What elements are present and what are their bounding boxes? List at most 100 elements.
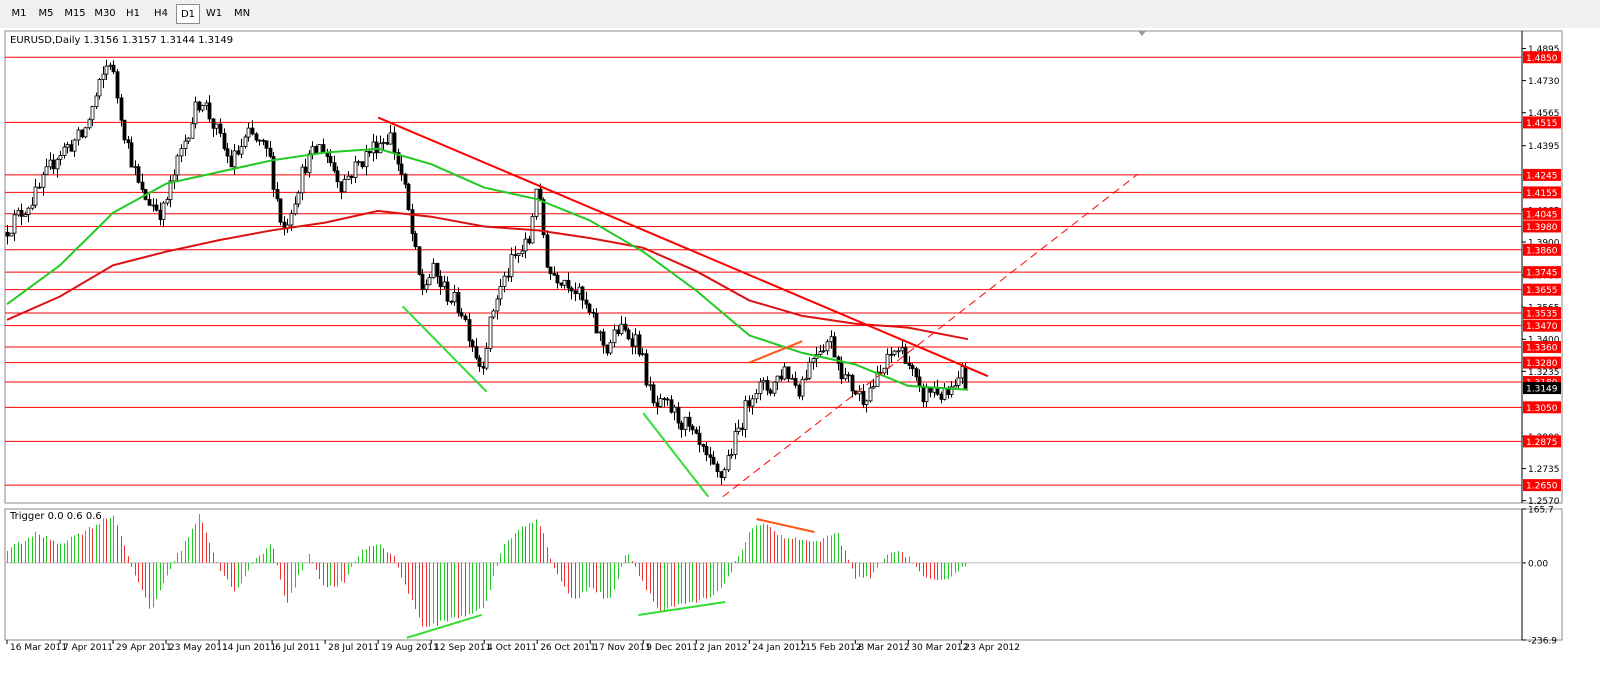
candle-body (857, 390, 862, 395)
candle-body (754, 393, 759, 400)
candle-body (424, 284, 429, 290)
candle-body (704, 446, 709, 456)
candle-body (317, 144, 322, 154)
candle-body (264, 140, 269, 149)
candle-body (747, 400, 752, 407)
timeframe-mn-button[interactable]: MN (233, 8, 251, 19)
candle-body (442, 281, 447, 288)
timeframe-w1-button[interactable]: W1 (205, 8, 223, 19)
level-label-box (1523, 186, 1561, 199)
candle-body (587, 303, 592, 313)
timeframe-d1-button[interactable]: D1 (176, 4, 200, 24)
candle-body (722, 469, 727, 478)
candle-body (12, 214, 17, 234)
candle-body (449, 300, 454, 303)
candle-body (470, 340, 475, 347)
candle-body (900, 347, 905, 352)
candle-body (626, 329, 631, 340)
candle-body (545, 234, 550, 268)
candle-body (690, 425, 695, 431)
candle-body (711, 456, 716, 465)
candle-body (254, 133, 259, 141)
candle-body (882, 367, 887, 374)
candle-body (619, 323, 624, 335)
timeframe-h1-button[interactable]: H1 (126, 8, 140, 19)
candle-body (218, 123, 223, 134)
candle-body (33, 186, 38, 206)
candle-body (750, 398, 755, 407)
candle-body (427, 277, 432, 286)
price-chart[interactable]: 1.48951.47301.45651.43951.40651.39001.37… (0, 28, 1600, 677)
level-label: 1.3360 (1526, 344, 1558, 354)
candle-body (861, 390, 866, 405)
timeframe-m15-button[interactable]: M15 (64, 8, 86, 19)
candle-body (289, 213, 294, 226)
candle-body (498, 286, 503, 300)
candle-body (72, 139, 77, 152)
candle-body (942, 387, 947, 400)
x-tick-label: 19 Aug 2011 (381, 643, 439, 653)
chart-header: EURUSD,Daily 1.3156 1.3157 1.3144 1.3149 (10, 35, 233, 46)
candle-body (516, 253, 521, 256)
level-label-box (1523, 283, 1561, 296)
candle-body (129, 142, 134, 168)
timeframe-m30-button[interactable]: M30 (94, 8, 116, 19)
candle-body (569, 287, 574, 292)
candle-body (612, 329, 617, 344)
level-label: 1.4850 (1526, 54, 1558, 64)
candle-body (229, 155, 234, 168)
candle-body (104, 65, 109, 75)
divergence-line-green (401, 305, 488, 393)
y-tick-label: 1.4565 (1528, 109, 1560, 119)
candle-body (456, 292, 461, 314)
timeframe-h4-button[interactable]: H4 (154, 8, 168, 19)
candle-body (463, 315, 468, 320)
candle-body (133, 166, 138, 169)
candle-body (41, 174, 46, 188)
candle-body (601, 331, 606, 346)
candle-body (346, 175, 351, 180)
candle-body (388, 132, 393, 145)
candle-body (126, 139, 131, 144)
candle-body (58, 155, 63, 160)
candle-body (832, 336, 837, 358)
candle-body (16, 209, 21, 216)
candle-body (939, 393, 944, 400)
candle-body (921, 385, 926, 403)
candle-body (83, 127, 88, 138)
candle-body (268, 147, 273, 157)
current-price-label: 1.3149 (1526, 385, 1558, 395)
candle-body (821, 350, 826, 353)
indicator-y-tick-label: -236.9 (1528, 637, 1557, 647)
candle-body (758, 381, 763, 394)
timeframe-m1-button[interactable]: M1 (11, 8, 27, 19)
candle-body (374, 141, 379, 154)
level-label: 1.4515 (1526, 119, 1558, 129)
candle-body (644, 353, 649, 386)
candle-body (9, 232, 14, 237)
candle-body (484, 348, 489, 369)
x-tick-label: 6 Jul 2011 (275, 643, 320, 653)
timeframe-m5-button[interactable]: M5 (38, 8, 54, 19)
candle-body (956, 377, 961, 386)
ascending-dashed-trendline (722, 173, 1139, 498)
candle-body (555, 274, 560, 284)
candle-body (797, 384, 802, 397)
candle-body (147, 199, 152, 206)
candle-body (765, 380, 770, 391)
candle-body (385, 142, 390, 145)
candle-body (594, 313, 599, 334)
x-tick-label: 28 Jul 2011 (328, 643, 379, 653)
candle-body (584, 299, 589, 305)
candle-body (293, 203, 298, 215)
candle-body (790, 377, 795, 380)
candle-body (850, 374, 855, 392)
candle-body (477, 357, 482, 367)
candle-body (136, 166, 141, 183)
indicator-header: Trigger 0.0 0.6 0.6 (9, 511, 102, 522)
x-tick-label: 23 May 2011 (169, 643, 228, 653)
candle-body (356, 161, 361, 164)
candle-body (949, 386, 954, 395)
candle-body (278, 198, 283, 223)
level-label: 1.3655 (1526, 286, 1558, 296)
